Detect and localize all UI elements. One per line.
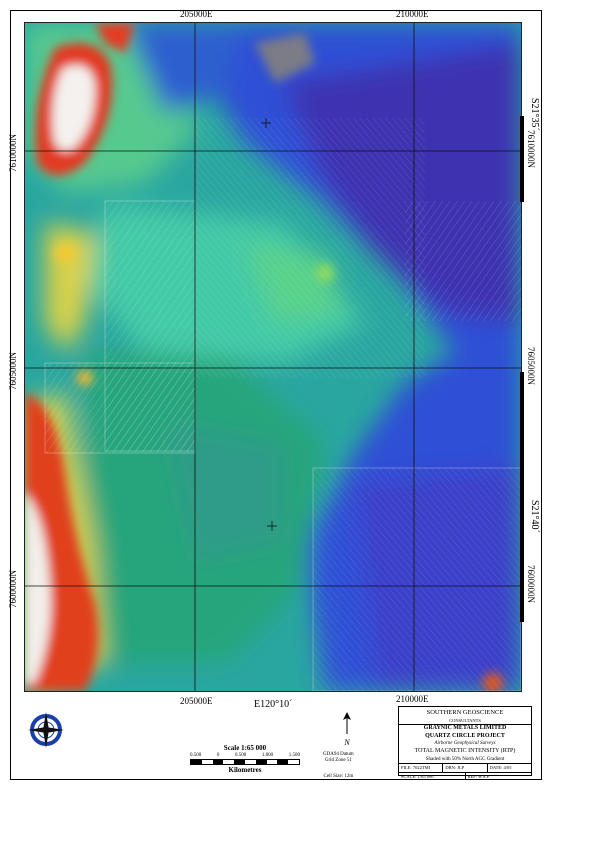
right-northing-7605: 7605000N — [526, 347, 536, 385]
north-arrow-icon: N — [340, 712, 354, 747]
top-easting-210: 210000E — [396, 9, 429, 19]
scale-tick: 0.500 — [235, 753, 247, 758]
datum-line: GDA94 Datum — [323, 752, 354, 757]
latitude-label-35: S21°35´ — [529, 98, 540, 131]
scale-units: Kilometres — [228, 766, 262, 774]
company-sub: CONSULTANTS — [449, 717, 481, 723]
product-shading: Shaded with 50% North AGC Gradient — [425, 756, 505, 762]
title-row-1: FILE: 7022TMI DRN: JLP DATE: 4/05 — [399, 763, 531, 772]
ref-field: REF: W.S.P. — [467, 773, 490, 779]
title-row-2: SCALE: 1:65 000 REF: W.S.P. — [399, 771, 531, 781]
client-name: GRAYNIC METALS LIMITED — [399, 724, 531, 733]
scale-bar: Scale 1:65 000 0.500 0 0.500 1.000 1.500… — [190, 744, 300, 774]
left-northing-7610: 7610000N — [8, 134, 18, 172]
north-arrow-label: N — [344, 738, 350, 747]
longitude-label: E120°10´ — [254, 699, 293, 710]
scale-title: Scale 1:65 000 — [223, 744, 267, 752]
scale-tick: 0 — [216, 753, 220, 758]
left-northing-7600: 7600000N — [8, 570, 18, 608]
right-northing-7600: 7600000N — [526, 565, 536, 603]
bottom-easting-210: 210000E — [396, 694, 429, 704]
drawn-field: DRN: JLP — [443, 764, 488, 772]
latitude-tick-bar — [520, 116, 524, 202]
bottom-easting-205: 205000E — [180, 696, 213, 706]
latitude-tick-bar — [520, 372, 524, 622]
magnetic-intensity-map[interactable] — [24, 22, 522, 692]
datum-line: Grid Zone 51 — [324, 758, 352, 763]
right-northing-7610: 7610000N — [526, 130, 536, 168]
file-field: FILE: 7022TMI — [399, 764, 444, 772]
datum-info: GDA94 Datum Grid Zone 51 Cell Size: 12m — [323, 752, 354, 780]
scale-tick: 1.000 — [261, 753, 274, 758]
date-field: DATE: 4/05 — [489, 765, 512, 771]
top-easting-205: 205000E — [180, 9, 213, 19]
cell-size: Cell Size: 12m — [323, 774, 354, 779]
company-logo-icon — [28, 712, 64, 748]
scale-tick: 0.500 — [190, 753, 202, 758]
latitude-label-40: S21°40´ — [529, 500, 540, 533]
map-image — [25, 23, 521, 691]
scale-tick: 1.500 — [288, 753, 300, 758]
product-title: TOTAL MAGNETIC INTENSITY (RTP) — [414, 747, 516, 754]
scale-graphic — [190, 759, 300, 765]
scale-field: SCALE: 1:65 000 — [399, 772, 466, 781]
project-name: QUARTZ CIRCLE PROJECT — [425, 732, 505, 739]
company-name: SOUTHERN GEOSCIENCE — [426, 709, 504, 716]
survey-type: Airborne Geophysical Surveys — [434, 741, 496, 747]
title-block: SOUTHERN GEOSCIENCE CONSULTANTS GRAYNIC … — [398, 706, 532, 781]
left-northing-7605: 7605000N — [8, 352, 18, 390]
